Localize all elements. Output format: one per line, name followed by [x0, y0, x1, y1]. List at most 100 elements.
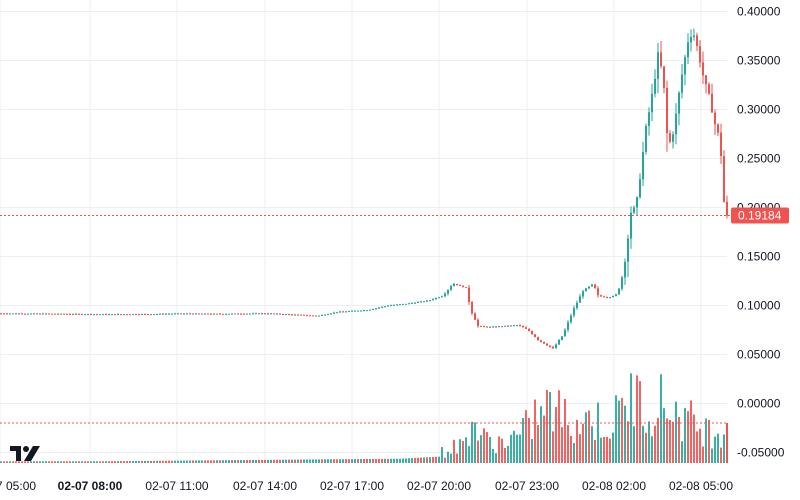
volume-bar: [279, 459, 281, 463]
candle-body: [249, 313, 251, 315]
candle-body: [696, 35, 698, 47]
volume-bar: [591, 426, 593, 463]
candle-body: [711, 93, 713, 113]
candle-body: [681, 74, 683, 93]
volume-bar: [39, 461, 41, 463]
volume-bar: [549, 391, 551, 463]
candle-body: [117, 314, 119, 316]
candle-body: [255, 313, 257, 315]
candle-body: [531, 331, 533, 335]
volume-bar: [639, 381, 641, 463]
volume-bar: [246, 460, 248, 463]
volume-bar: [645, 432, 647, 463]
volume-bar: [276, 459, 278, 463]
candle-body: [417, 301, 419, 303]
candle-body: [573, 308, 575, 316]
volume-bar: [669, 419, 671, 463]
candle-body: [306, 315, 308, 317]
volume-bar: [330, 459, 332, 463]
volume-bar: [603, 437, 605, 463]
candle-body: [645, 126, 647, 152]
tradingview-logo-icon[interactable]: [10, 444, 44, 462]
candle-body: [663, 66, 665, 89]
candle-body: [456, 283, 458, 286]
volume-bar: [231, 460, 233, 463]
volume-bar: [465, 437, 467, 463]
candle-body: [525, 327, 527, 329]
candle-body: [27, 313, 29, 315]
volume-bar: [9, 461, 11, 463]
volume-bar: [657, 417, 659, 463]
candle-body: [717, 124, 719, 133]
candle-body: [378, 307, 380, 309]
candle-body: [183, 313, 185, 315]
candle-body: [303, 314, 305, 316]
candle-body: [111, 314, 113, 316]
candle-body: [408, 303, 410, 305]
volume-bar: [480, 435, 482, 463]
volume-bar: [714, 436, 716, 463]
candle-body: [363, 310, 365, 312]
volume-bar: [531, 439, 533, 463]
candle-body: [477, 319, 479, 326]
y-tick-label: 0.30000: [737, 103, 781, 117]
candle-body: [432, 299, 434, 301]
candle-body: [150, 314, 152, 316]
candle-body: [258, 313, 260, 315]
volume-bar: [63, 461, 65, 463]
candle-body: [459, 285, 461, 287]
volume-bar: [582, 423, 584, 463]
volume-bar: [309, 459, 311, 463]
candle-body: [42, 313, 44, 315]
candle-body: [345, 311, 347, 313]
candle-body: [297, 314, 299, 316]
candle-body: [84, 314, 86, 316]
candle-body: [231, 313, 233, 315]
candle-body: [483, 326, 485, 328]
volume-bar: [663, 408, 665, 463]
volume-bar: [75, 461, 77, 463]
candle-body: [534, 334, 536, 338]
candle-body: [675, 113, 677, 135]
volume-bar: [426, 457, 428, 463]
volume-bar: [648, 421, 650, 463]
candle-body: [18, 313, 20, 315]
volume-bar: [57, 461, 59, 463]
volume-bar: [561, 427, 563, 463]
volume-bar: [417, 457, 419, 463]
candle-body: [576, 302, 578, 309]
candle-body: [561, 336, 563, 340]
candle-body: [279, 313, 281, 315]
volume-bar: [717, 433, 719, 463]
volume-bar: [678, 416, 680, 463]
volume-bar: [3, 461, 5, 463]
candle-body: [504, 325, 506, 327]
candle-body: [654, 78, 656, 94]
candle-body: [666, 88, 668, 134]
candle-body: [399, 304, 401, 306]
candle-body: [672, 134, 674, 142]
volume-bar: [708, 419, 710, 463]
volume-bar: [99, 461, 101, 463]
candle-body: [3, 313, 5, 315]
candle-body: [168, 313, 170, 315]
volume-bar: [723, 434, 725, 463]
candle-body: [36, 313, 38, 315]
volume-bar: [585, 412, 587, 463]
volume-bar: [450, 453, 452, 463]
candle-body: [0, 313, 2, 315]
volume-bar: [27, 461, 29, 463]
candle-body: [705, 75, 707, 85]
volume-bar: [651, 436, 653, 463]
candle-body: [165, 313, 167, 315]
volume-bar: [258, 459, 260, 463]
candle-body: [423, 301, 425, 303]
volume-bar: [606, 436, 608, 463]
volume-bar: [567, 425, 569, 463]
last-price-badge-bg: [731, 207, 789, 224]
y-tick-label: 0.40000: [737, 5, 781, 19]
volume-bar: [414, 457, 416, 463]
candle-body: [402, 303, 404, 305]
